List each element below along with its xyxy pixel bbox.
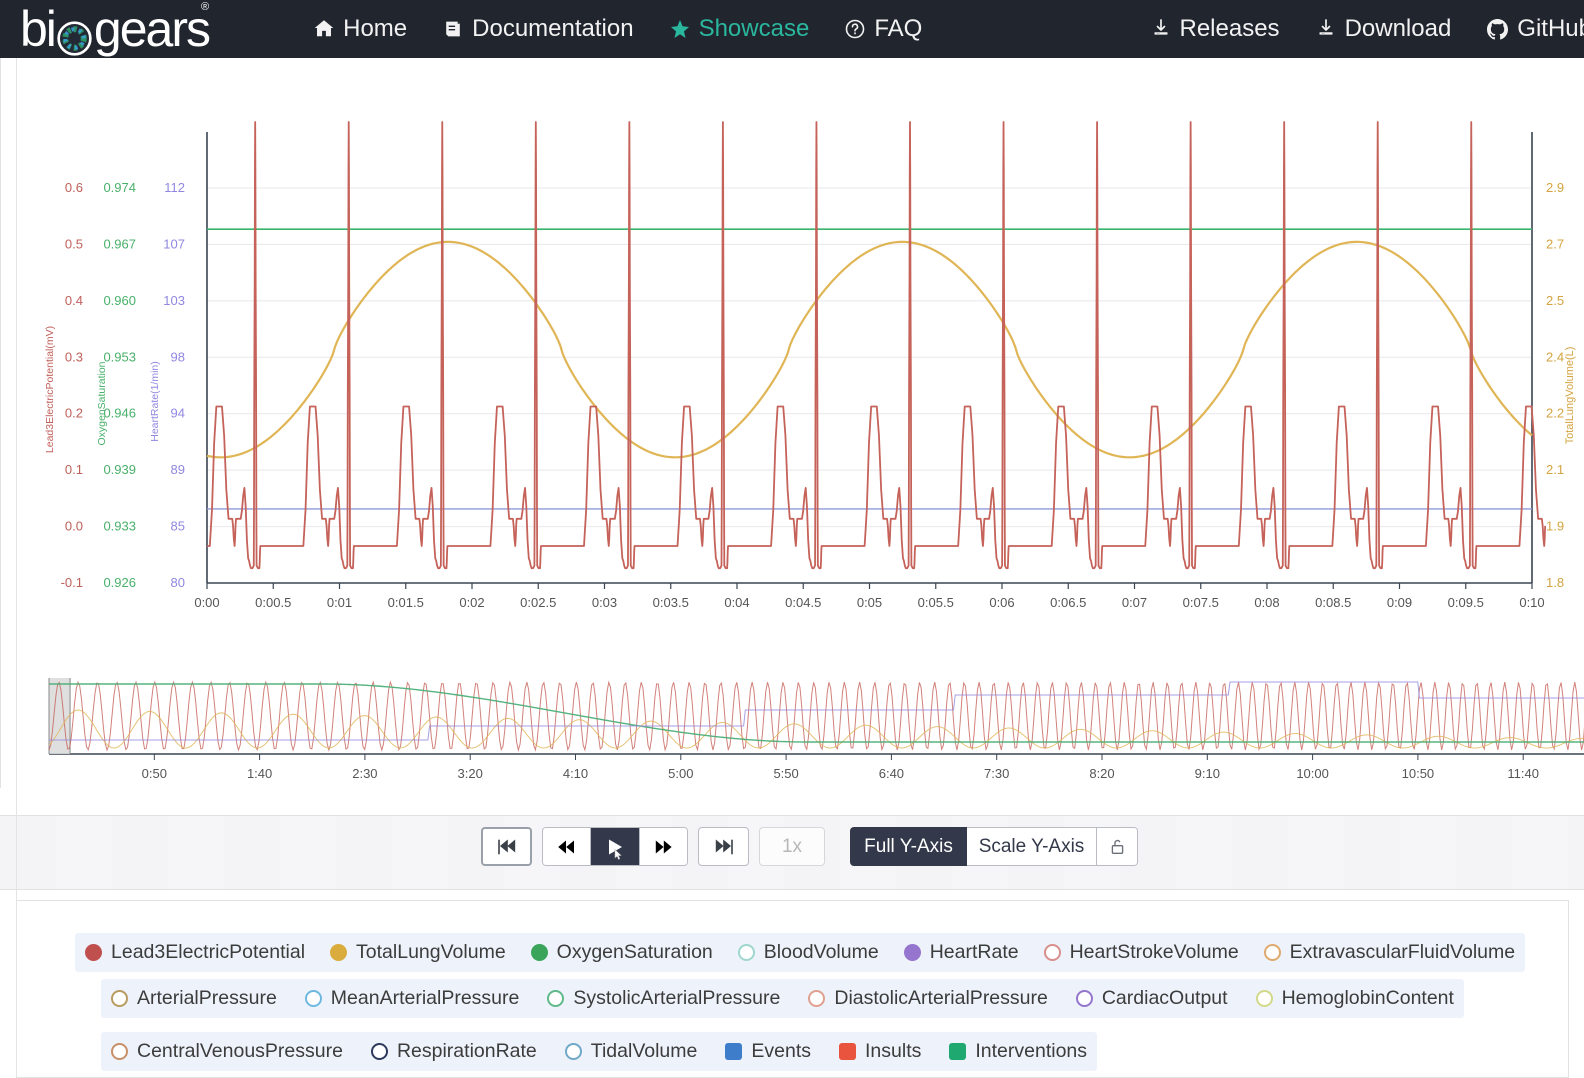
svg-text:-0.1: -0.1 [61, 575, 83, 590]
svg-text:0:00.5: 0:00.5 [255, 595, 291, 610]
svg-text:0:03: 0:03 [592, 595, 617, 610]
svg-text:0:08: 0:08 [1254, 595, 1279, 610]
svg-text:0.953: 0.953 [103, 349, 136, 364]
svg-text:0.0: 0.0 [65, 519, 83, 534]
svg-text:TotalLungVolume(L): TotalLungVolume(L) [1564, 347, 1576, 445]
svg-text:2.7: 2.7 [1546, 236, 1564, 251]
svg-text:0:50: 0:50 [142, 766, 167, 781]
svg-text:1.9: 1.9 [1546, 519, 1564, 534]
svg-text:89: 89 [171, 462, 185, 477]
svg-text:0:00: 0:00 [194, 595, 219, 610]
svg-text:112: 112 [164, 180, 185, 195]
svg-text:0:06: 0:06 [989, 595, 1014, 610]
svg-text:2.2: 2.2 [1546, 406, 1564, 421]
svg-text:OxygenSaturation: OxygenSaturation [96, 361, 108, 445]
svg-text:0:05: 0:05 [857, 595, 882, 610]
svg-text:6:40: 6:40 [879, 766, 904, 781]
svg-text:0:01: 0:01 [327, 595, 352, 610]
svg-text:0.2: 0.2 [65, 406, 83, 421]
svg-text:0:07.5: 0:07.5 [1183, 595, 1219, 610]
svg-text:2.9: 2.9 [1546, 180, 1564, 195]
svg-text:0:02: 0:02 [459, 595, 484, 610]
svg-text:10:00: 10:00 [1296, 766, 1329, 781]
svg-text:10:50: 10:50 [1402, 766, 1435, 781]
svg-text:2:30: 2:30 [352, 766, 377, 781]
svg-text:9:10: 9:10 [1195, 766, 1220, 781]
svg-text:2.5: 2.5 [1546, 293, 1564, 308]
svg-text:5:50: 5:50 [773, 766, 798, 781]
svg-text:0:08.5: 0:08.5 [1315, 595, 1351, 610]
svg-text:94: 94 [171, 406, 185, 421]
svg-text:107: 107 [163, 236, 185, 251]
svg-text:0:01.5: 0:01.5 [388, 595, 424, 610]
svg-text:1:40: 1:40 [247, 766, 272, 781]
svg-text:0:04: 0:04 [724, 595, 749, 610]
svg-text:0.1: 0.1 [65, 462, 83, 477]
svg-text:0.4: 0.4 [65, 293, 83, 308]
svg-text:85: 85 [171, 519, 185, 534]
svg-text:0:06.5: 0:06.5 [1050, 595, 1086, 610]
svg-text:0:05.5: 0:05.5 [918, 595, 954, 610]
svg-text:0.967: 0.967 [103, 236, 136, 251]
svg-text:2.4: 2.4 [1546, 349, 1564, 364]
svg-text:0:04.5: 0:04.5 [785, 595, 821, 610]
svg-text:0:10: 0:10 [1519, 595, 1544, 610]
svg-text:0.960: 0.960 [103, 293, 136, 308]
svg-text:3:20: 3:20 [458, 766, 483, 781]
svg-text:0:03.5: 0:03.5 [653, 595, 689, 610]
svg-text:0.933: 0.933 [103, 519, 136, 534]
svg-text:0.974: 0.974 [103, 180, 136, 195]
svg-text:11:40: 11:40 [1507, 766, 1539, 781]
svg-text:0.946: 0.946 [103, 406, 136, 421]
svg-text:2.1: 2.1 [1546, 462, 1564, 477]
svg-text:0.5: 0.5 [65, 236, 83, 251]
svg-text:0:09.5: 0:09.5 [1448, 595, 1484, 610]
svg-text:7:30: 7:30 [984, 766, 1009, 781]
svg-text:0:09: 0:09 [1387, 595, 1412, 610]
svg-text:0.6: 0.6 [65, 180, 83, 195]
svg-text:0:07: 0:07 [1122, 595, 1147, 610]
svg-text:103: 103 [163, 293, 185, 308]
svg-text:0:02.5: 0:02.5 [520, 595, 556, 610]
svg-text:0.926: 0.926 [103, 575, 136, 590]
svg-text:8:20: 8:20 [1089, 766, 1114, 781]
svg-text:HeartRate(1/min): HeartRate(1/min) [149, 361, 161, 442]
svg-text:0.939: 0.939 [103, 462, 136, 477]
svg-text:1.8: 1.8 [1546, 575, 1564, 590]
svg-text:4:10: 4:10 [563, 766, 588, 781]
svg-text:98: 98 [171, 349, 185, 364]
svg-text:5:00: 5:00 [668, 766, 693, 781]
svg-text:80: 80 [171, 575, 185, 590]
svg-text:Lead3ElectricPotential(mV): Lead3ElectricPotential(mV) [44, 326, 56, 453]
svg-text:0.3: 0.3 [65, 349, 83, 364]
